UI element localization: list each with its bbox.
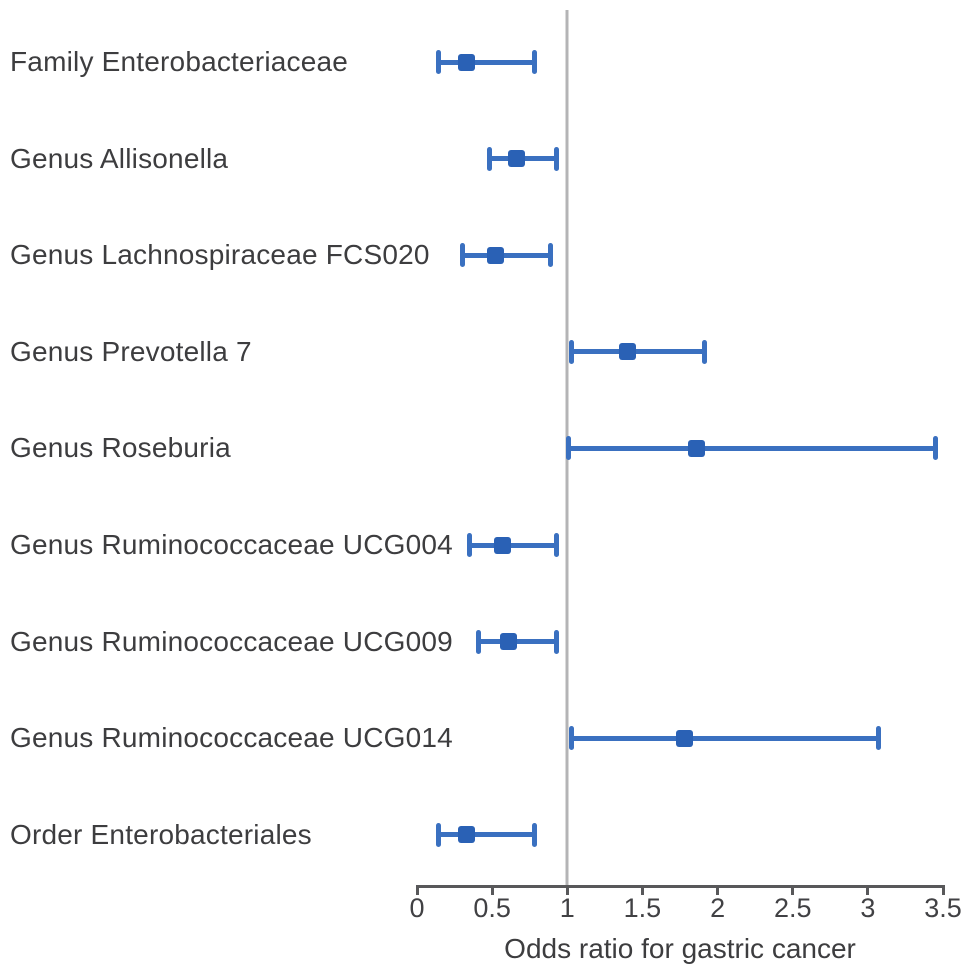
ci-cap-right xyxy=(933,436,939,461)
ci-cap-left xyxy=(566,436,572,461)
point-estimate-marker xyxy=(458,826,476,844)
x-axis-tick-label: 1 xyxy=(559,893,575,923)
ci-cap-left xyxy=(459,243,465,268)
ci-cap-right xyxy=(548,243,554,268)
ci-cap-left xyxy=(569,339,575,364)
row-label: Genus Lachnospiraceae FCS020 xyxy=(10,239,430,271)
x-axis-tick-label: 3.5 xyxy=(924,893,962,923)
confidence-interval-line xyxy=(438,832,535,838)
ci-cap-left xyxy=(467,533,473,557)
x-axis-tick xyxy=(866,885,870,895)
row-label: Order Enterobacteriales xyxy=(10,818,312,850)
x-axis-tick-label: 0.5 xyxy=(473,893,511,923)
x-axis-tick xyxy=(941,885,945,895)
ci-cap-right xyxy=(531,822,537,847)
row-label: Genus Ruminococcaceae UCG014 xyxy=(10,722,453,754)
x-axis-tick xyxy=(640,885,644,895)
x-axis-tick-label: 0 xyxy=(409,893,425,923)
x-axis-title: Odds ratio for gastric cancer xyxy=(504,933,856,964)
ci-cap-right xyxy=(701,339,707,364)
ci-cap-left xyxy=(476,629,482,654)
point-estimate-marker xyxy=(494,536,512,554)
row-label: Family Enterobacteriaceae xyxy=(10,46,349,77)
x-axis-tick xyxy=(716,885,720,895)
confidence-interval-line xyxy=(568,445,936,451)
point-estimate-marker xyxy=(458,53,476,71)
point-estimate-marker xyxy=(500,633,518,651)
point-estimate-marker xyxy=(618,343,636,361)
ci-cap-right xyxy=(554,629,560,654)
row-label: Genus Roseburia xyxy=(10,432,231,464)
x-axis-tick-label: 2.5 xyxy=(773,893,812,923)
x-axis-tick xyxy=(791,885,795,895)
point-estimate-marker xyxy=(507,150,525,168)
ci-cap-left xyxy=(486,146,492,171)
ci-cap-right xyxy=(531,50,537,74)
x-axis-tick xyxy=(415,885,419,895)
ci-cap-left xyxy=(569,726,575,751)
x-axis-tick-label: 2 xyxy=(710,893,726,923)
x-axis-tick-label: 1.5 xyxy=(623,893,662,923)
confidence-interval-line xyxy=(571,349,705,355)
ci-cap-left xyxy=(435,822,441,847)
point-estimate-marker xyxy=(688,439,706,457)
ci-cap-right xyxy=(554,146,560,171)
ci-cap-right xyxy=(554,533,560,557)
row-label: Genus Allisonella xyxy=(10,142,229,174)
x-axis-tick xyxy=(565,885,569,895)
point-estimate-marker xyxy=(486,246,504,264)
confidence-interval-line xyxy=(478,639,557,645)
ci-cap-right xyxy=(875,726,881,751)
ci-cap-left xyxy=(435,50,441,74)
row-label: Genus Ruminococcaceae UCG004 xyxy=(10,529,453,560)
row-label: Genus Ruminococcaceae UCG009 xyxy=(10,625,453,657)
row-label: Genus Prevotella 7 xyxy=(10,335,252,367)
confidence-interval-line xyxy=(571,735,879,741)
confidence-interval-line xyxy=(438,59,535,65)
confidence-interval-line xyxy=(462,252,551,258)
confidence-interval-line xyxy=(469,542,557,548)
x-axis-tick xyxy=(490,885,494,895)
x-axis-tick-label: 3 xyxy=(860,893,876,923)
x-axis-line xyxy=(416,885,945,888)
point-estimate-marker xyxy=(676,729,694,747)
